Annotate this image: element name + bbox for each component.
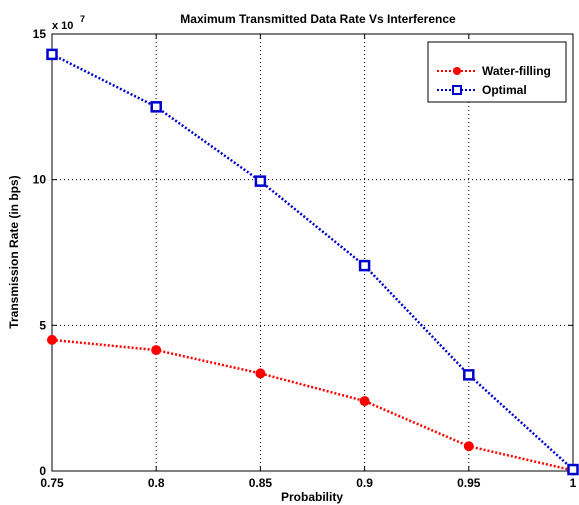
- x-tick-label: 0.8: [148, 476, 165, 490]
- plot-area: [51, 33, 574, 472]
- x-tick-label: 0.75: [40, 476, 64, 490]
- series-layer: [46, 48, 579, 476]
- x-tick-label: 0.9: [356, 476, 373, 490]
- plot-frame: [51, 33, 574, 472]
- axis-ticks: [51, 33, 574, 472]
- data-point-optimal: [150, 101, 162, 113]
- series-line-optimal: [51, 53, 574, 471]
- legend-label-optimal: Optimal: [482, 83, 527, 97]
- y-tick-label: 10: [33, 173, 47, 187]
- data-point-optimal: [358, 259, 371, 272]
- y-tick-label: 5: [39, 318, 46, 332]
- data-point-optimal: [254, 175, 267, 187]
- data-point-water-filling: [47, 334, 57, 345]
- data-point-optimal: [46, 48, 58, 61]
- legend-marker-optimal: [452, 85, 462, 95]
- x-tick-labels: 0.75 0.8 0.85 0.9 0.95 1: [40, 476, 576, 490]
- data-point-water-filling: [463, 441, 474, 452]
- chart-title: Maximum Transmitted Data Rate Vs Interfe…: [180, 12, 456, 26]
- legend: Water-filling Optimal: [427, 41, 567, 103]
- y-tick-label: 0: [39, 464, 46, 478]
- legend-label-water-filling: Water-filling: [482, 64, 551, 78]
- legend-marker-water-filling: [453, 67, 461, 75]
- y-tick-labels: 0 5 10 15: [33, 27, 47, 478]
- x-tick-label: 0.95: [457, 476, 481, 490]
- data-point-optimal: [463, 369, 475, 381]
- y-exponent: x 10 7: [52, 14, 85, 32]
- x-tick-label: 0.85: [249, 476, 273, 490]
- data-point-water-filling: [255, 368, 266, 379]
- y-exponent-label: 7: [80, 14, 85, 24]
- series-line-water-filling: [51, 338, 574, 472]
- data-point-water-filling: [151, 345, 162, 356]
- x-tick-label: 1: [570, 476, 577, 490]
- x-axis-label: Probability: [281, 490, 343, 504]
- data-point-optimal: [567, 463, 579, 476]
- y-multiplier-label: x 10: [52, 20, 73, 32]
- y-tick-label: 15: [33, 27, 47, 41]
- y-axis-label: Transmission Rate (in bps): [7, 175, 21, 328]
- data-point-water-filling: [359, 396, 370, 407]
